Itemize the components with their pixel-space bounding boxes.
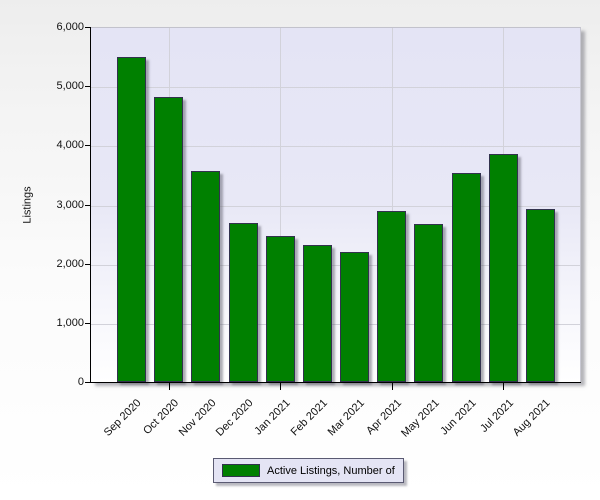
x-axis-tick xyxy=(503,383,505,390)
bar xyxy=(377,211,407,382)
x-tick-label: Feb 2021 xyxy=(288,397,330,439)
y-axis-tick xyxy=(85,204,91,206)
x-tick-label: Jun 2021 xyxy=(438,397,479,438)
h-gridline xyxy=(91,323,580,325)
x-tick-label: Mar 2021 xyxy=(325,397,368,439)
plot-area xyxy=(91,27,581,382)
legend-label: Active Listings, Number of xyxy=(267,464,395,477)
legend-swatch xyxy=(222,464,260,477)
x-axis-tick xyxy=(168,383,170,390)
bar xyxy=(488,153,518,382)
h-gridline xyxy=(91,146,580,148)
x-axis-line xyxy=(90,382,581,383)
h-gridline xyxy=(91,264,580,266)
y-tick-label: 5,000 xyxy=(56,80,84,93)
x-axis-labels: Sep 2020 Oct 2020 Nov 2020 Dec 2020 Jan 2021… xyxy=(91,389,581,459)
bar xyxy=(340,251,370,382)
x-tick-label: Aug 2021 xyxy=(511,397,553,439)
bar xyxy=(154,96,184,382)
y-tick-label: 2,000 xyxy=(56,257,84,270)
x-tick-label: Jan 2021 xyxy=(252,397,293,438)
legend: Active Listings, Number of xyxy=(213,458,404,483)
bar xyxy=(228,222,258,382)
bar xyxy=(117,56,147,382)
v-gridline xyxy=(391,28,393,382)
bar xyxy=(302,245,332,382)
x-tick-label: Dec 2020 xyxy=(213,397,256,439)
y-axis-labels: 0 1,000 2,000 3,000 4,000 5,000 6,000 xyxy=(0,0,84,400)
bar xyxy=(191,171,221,382)
x-tick-label: Sep 2020 xyxy=(102,397,145,439)
y-axis-tick xyxy=(85,86,91,88)
h-gridline xyxy=(91,87,580,89)
v-gridline xyxy=(280,28,282,382)
bar xyxy=(451,173,481,382)
x-axis-tick xyxy=(280,383,282,390)
x-tick-label: Oct 2020 xyxy=(141,397,182,438)
bar xyxy=(414,224,444,382)
x-tick-label: Nov 2020 xyxy=(176,397,219,439)
y-axis-tick xyxy=(85,382,91,383)
x-tick-label: May 2021 xyxy=(398,397,442,440)
y-axis-tick xyxy=(85,322,91,324)
bar xyxy=(265,235,295,382)
y-tick-label: 3,000 xyxy=(56,198,84,211)
h-gridline xyxy=(91,205,580,207)
x-axis-tick xyxy=(391,383,393,390)
y-axis-tick xyxy=(85,263,91,265)
y-tick-label: 1,000 xyxy=(56,316,84,329)
y-tick-label: 4,000 xyxy=(56,139,84,152)
y-tick-label: 0 xyxy=(77,376,84,388)
bar xyxy=(525,208,555,382)
y-tick-label: 6,000 xyxy=(56,21,84,33)
y-axis-tick xyxy=(85,145,91,147)
y-axis-tick xyxy=(85,27,91,28)
